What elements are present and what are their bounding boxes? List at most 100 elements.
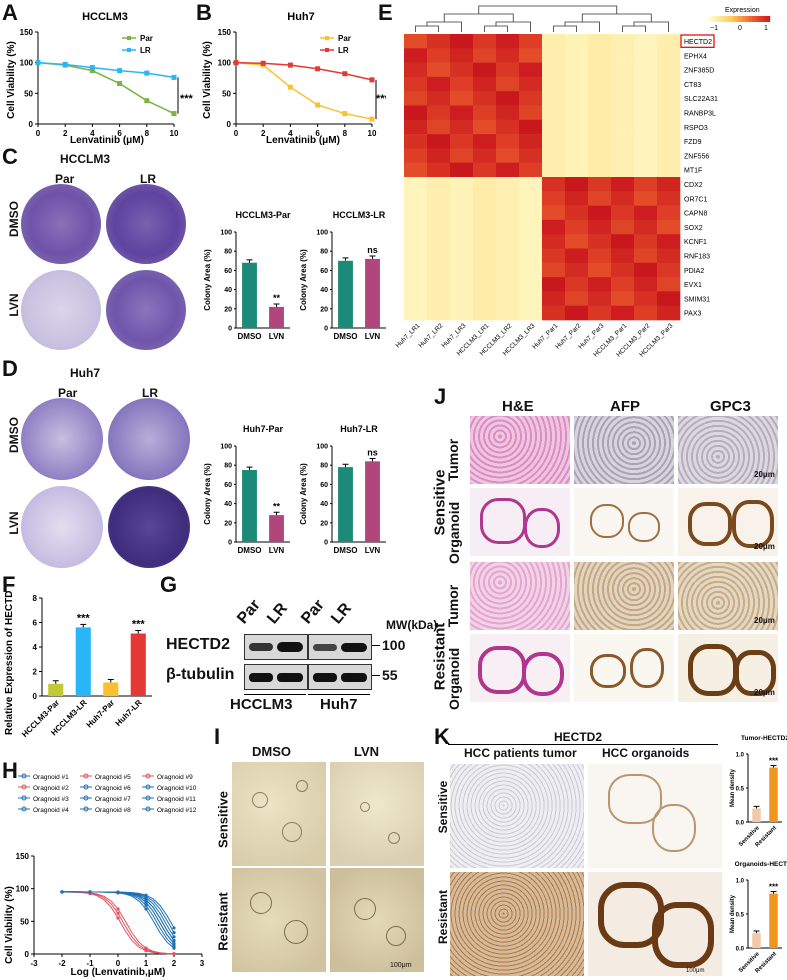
heatmap-cell xyxy=(634,105,658,121)
panel-label-e: E xyxy=(378,0,393,25)
data-point-Par xyxy=(369,116,375,122)
data-point-Par xyxy=(89,68,95,74)
heatmap-cell xyxy=(634,148,658,163)
y-tick-label: 80 xyxy=(320,463,328,470)
heatmap-cell xyxy=(588,291,612,306)
heatmap-cell xyxy=(519,219,543,235)
heatmap-cell xyxy=(611,105,635,121)
heatmap-cell xyxy=(519,177,543,192)
y-tick-label: 50 xyxy=(222,89,231,98)
western-blot: Par LR Par LR MW(kDa) HECTD2 β-tubulin 1… xyxy=(160,590,437,750)
heatmap-cell xyxy=(450,76,474,92)
legend-marker-3 xyxy=(21,795,27,801)
heatmap-cell xyxy=(427,248,451,264)
y-tick-label: 6 xyxy=(33,619,38,628)
heatmap-cell xyxy=(473,76,497,92)
data-point-LR xyxy=(369,77,375,83)
y-tick-label: 2 xyxy=(33,668,38,677)
legend-marker-LR xyxy=(325,48,329,52)
panel-label-f: F xyxy=(2,572,16,597)
heatmap-cell xyxy=(634,291,658,306)
heatmap-cell xyxy=(542,91,566,106)
y-tick-label: 50 xyxy=(20,917,29,926)
legend-label-8: Oragnoid #8 xyxy=(95,807,131,814)
heatmap-cell xyxy=(588,248,612,264)
legend-label-2: Oragnoid #2 xyxy=(33,785,69,792)
panel-j-scale-1: 20μm xyxy=(754,470,775,479)
data-point-LR xyxy=(62,62,68,68)
panel-label-g: G xyxy=(160,572,178,597)
ihc-resistant-tumor-afp xyxy=(574,562,674,630)
heatmap-cell xyxy=(634,48,658,63)
heatmap-cell xyxy=(542,62,566,78)
heatmap-cell xyxy=(450,105,474,121)
colony-dish-huh7-par-lvn xyxy=(21,486,103,568)
heatmap-cell xyxy=(542,34,566,49)
heatmap-legend-swatch xyxy=(716,16,720,22)
heatmap-cell xyxy=(588,177,612,192)
ihc-sensitive-organoid-he xyxy=(470,488,570,556)
bar-chart-ylabel: Colony Area (%) xyxy=(299,249,308,311)
heatmap-cell xyxy=(450,205,474,221)
heatmap-cell xyxy=(404,76,428,92)
panel-c-row-dmso: DMSO xyxy=(7,201,21,237)
heatmap-cell xyxy=(542,105,566,121)
legend-label-12: Oragnoid #12 xyxy=(157,807,197,814)
data-point-LR xyxy=(144,70,150,76)
heatmap-cell xyxy=(496,219,520,235)
heatmap-legend-swatch xyxy=(740,16,744,22)
heatmap-cell xyxy=(427,48,451,63)
data-point-Par xyxy=(144,98,150,104)
y-tick-label: 60 xyxy=(320,268,328,275)
heatmap-cell xyxy=(496,262,520,278)
legend-label-7: Oragnoid #7 xyxy=(95,796,131,803)
dendrogram-branch xyxy=(495,21,531,32)
legend-label-3: Oragnoid #3 xyxy=(33,796,69,803)
heatmap-legend-swatch xyxy=(725,16,729,22)
heatmap-cell xyxy=(496,305,520,321)
heatmap-legend-swatch xyxy=(758,16,762,22)
x-tick-label: 3 xyxy=(200,959,205,968)
heatmap-cell xyxy=(657,234,681,249)
x-tick-label: 1 xyxy=(144,959,149,968)
x-tick-label: 2 xyxy=(172,959,177,968)
blot-mw-55: 55 xyxy=(382,667,398,683)
heatmap-cell xyxy=(657,162,681,178)
heatmap-legend-swatch xyxy=(734,16,738,22)
heatmap-legend-swatch xyxy=(731,16,735,22)
heatmap-cell xyxy=(404,262,428,278)
dendrogram-branch xyxy=(415,25,439,32)
heatmap-cell xyxy=(450,91,474,106)
heatmap-legend-tick: 0 xyxy=(738,25,742,32)
heatmap-gene-label: ZNF556 xyxy=(684,153,709,160)
blot-membrane-hectd2-hcclm3 xyxy=(244,634,308,660)
panel-d-title: Huh7 xyxy=(70,366,100,380)
category-label: LVN xyxy=(269,546,285,555)
heatmap-cell xyxy=(657,205,681,221)
panel-c-col-par: Par xyxy=(55,172,75,186)
y-tick-label: 0 xyxy=(228,326,232,333)
data-point-LR xyxy=(233,60,239,66)
legend-marker-11 xyxy=(145,795,151,801)
heatmap-legend-title: Expression xyxy=(725,7,760,14)
dendrogram-branch xyxy=(478,5,618,14)
heatmap-cell xyxy=(519,105,543,121)
legend-marker-2 xyxy=(21,784,27,790)
heatmap-legend-tick: −1 xyxy=(710,25,718,32)
heatmap-cell xyxy=(404,205,428,221)
heatmap-cell xyxy=(404,119,428,135)
heatmap-cell xyxy=(657,119,681,135)
heatmap-gene-label: CT83 xyxy=(684,82,701,89)
legend-marker-7 xyxy=(83,795,89,801)
bar-chart-title: Tumor-HECTD2 xyxy=(741,735,787,742)
y-tick-label: 0 xyxy=(324,540,328,547)
heatmap-gene-label: EPHX4 xyxy=(684,53,707,60)
heatmap-cell xyxy=(634,91,658,106)
heatmap-cell xyxy=(634,62,658,78)
heatmap-cell xyxy=(496,291,520,306)
heatmap-cell xyxy=(542,134,566,149)
panel-j-row-tumor-2: Tumor xyxy=(445,584,461,628)
ihc-panel-k: HECTD2 HCC patients tumor HCC organoids … xyxy=(434,730,730,980)
category-label: LVN xyxy=(269,332,285,341)
sig-label: *** xyxy=(132,619,146,631)
